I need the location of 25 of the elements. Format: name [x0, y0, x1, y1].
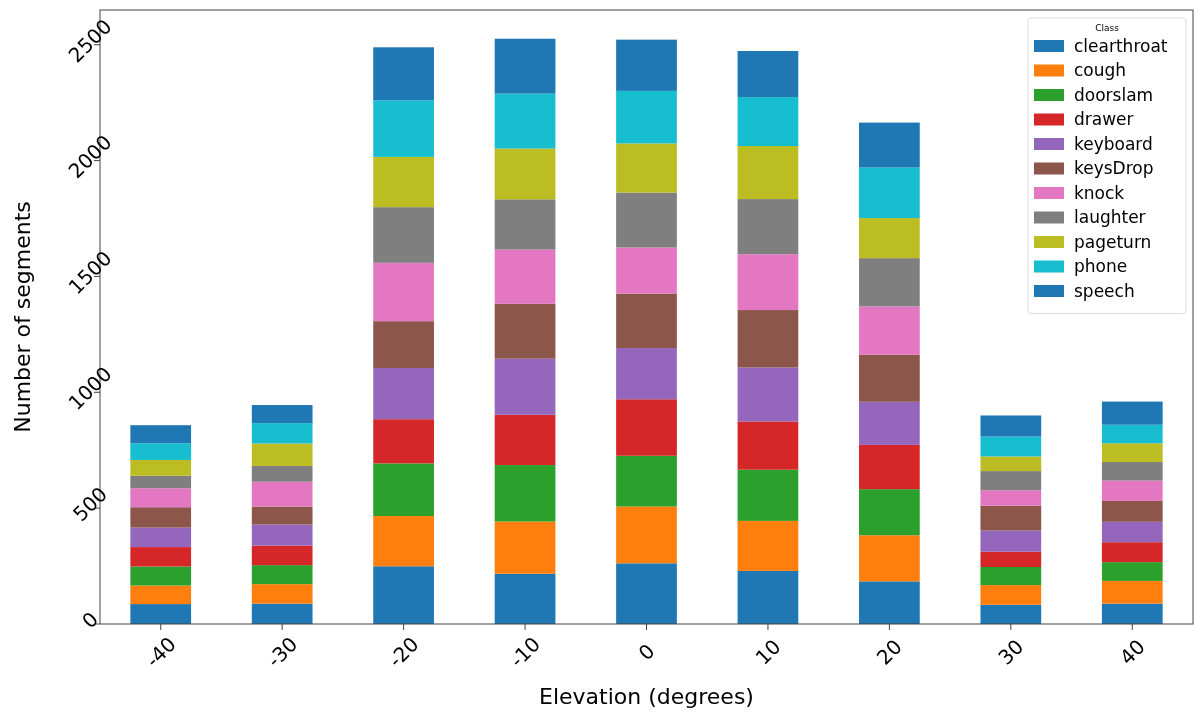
x-tick-label: 0: [633, 639, 660, 665]
y-tick-label: 0: [77, 607, 103, 633]
legend-label: drawer: [1074, 109, 1134, 130]
legend-label: clearthroat: [1074, 35, 1168, 56]
x-tick-label: 30: [993, 634, 1029, 670]
y-tick-label: 500: [68, 482, 112, 527]
legend-label: laughter: [1074, 207, 1146, 228]
legend-label: phone: [1074, 256, 1128, 277]
x-tick-label: -40: [140, 631, 181, 673]
legend-label: keysDrop: [1074, 158, 1154, 179]
legend-label: pageturn: [1074, 231, 1152, 252]
legend-label: speech: [1074, 280, 1135, 301]
x-tick-label: -20: [383, 631, 424, 673]
legend-label: knock: [1074, 182, 1125, 203]
legend-title: Class: [1095, 23, 1120, 33]
legend-label: doorslam: [1074, 84, 1154, 105]
legend-label: keyboard: [1074, 133, 1153, 154]
x-tick-label: -10: [505, 631, 546, 673]
x-tick-label: -30: [262, 631, 303, 673]
x-tick-label: 10: [750, 634, 786, 670]
legend-label: cough: [1074, 60, 1127, 81]
x-tick-label: 40: [1114, 634, 1150, 670]
y-axis-title: Number of segments: [10, 201, 35, 433]
x-tick-label: 20: [871, 634, 907, 670]
x-axis-title: Elevation (degrees): [539, 684, 754, 709]
